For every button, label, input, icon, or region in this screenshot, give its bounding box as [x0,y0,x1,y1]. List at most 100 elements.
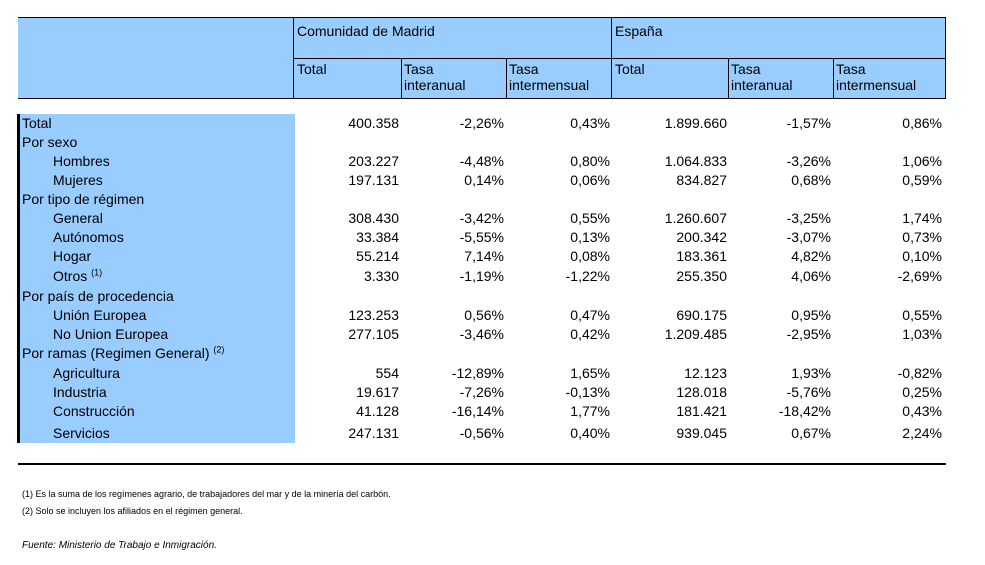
cell-value: 0,55% [902,307,942,323]
cell-value: 0,67% [791,425,831,441]
row-label: Agricultura [53,365,120,381]
table-bottom-rule [18,463,946,465]
cell-value: -18,42% [778,403,831,419]
cell-value: 123.253 [348,307,399,323]
table-row: Por país de procedencia [0,287,985,306]
table-row: Otros (1) 3.330 -1,19% -1,22% 255.350 4,06% -2… [0,267,985,286]
cell-value: 0,08% [570,248,610,264]
cell-value: 0,43% [570,115,610,131]
row-label: Unión Europea [53,307,147,323]
cell-value: -3,26% [786,153,831,169]
cell-value: -0,13% [565,384,610,400]
cell-value: -3,25% [786,210,831,226]
cell-value: -2,69% [897,268,942,284]
footnote-marker: (2) [213,344,225,355]
row-label: Por sexo [22,134,78,150]
cell-value: 197.131 [348,172,399,188]
cell-value: 200.342 [676,229,727,245]
row-label: No Union Europea [53,326,169,342]
cell-value: -5,76% [786,384,831,400]
table-row: Construcción 41.128 -16,14% 1,77% 181.421 -18… [0,402,985,421]
row-label: Total [22,115,52,131]
header-espana: España [615,23,663,39]
row-label: Otros (1) [53,267,103,284]
cell-value: 0,47% [570,307,610,323]
cell-value: 255.350 [676,268,727,284]
cell-value: 0,40% [570,425,610,441]
cell-value: 1,77% [570,403,610,419]
cell-value: 0,13% [570,229,610,245]
cell-value: 1.064.833 [664,153,727,169]
row-label: Mujeres [53,172,103,188]
cell-value: 4,82% [791,248,831,264]
table-row: Hombres 203.227 -4,48% 0,80% 1.064.833 -3,26%… [0,152,985,171]
cell-value: 12.123 [684,365,727,381]
table-row: Por tipo de régimen [0,190,985,209]
cell-value: -5,55% [459,229,504,245]
table-row: Servicios 247.131 -0,56% 0,40% 939.045 0,67% 2… [0,424,985,443]
cell-value: 0,68% [791,172,831,188]
cell-value: -1,19% [459,268,504,284]
cell-value: 181.421 [676,403,727,419]
footnote-2: (2) Solo se incluyen los afiliados en el… [22,506,243,516]
row-label: Por tipo de régimen [22,191,145,207]
row-label: General [53,210,103,226]
cell-value: 277.105 [348,326,399,342]
cell-value: 203.227 [348,153,399,169]
cell-value: 0,25% [902,384,942,400]
cell-value: 690.175 [676,307,727,323]
table-row: No Union Europea 277.105 -3,46% 0,42% 1.209.… [0,325,985,344]
cell-value: 1,06% [902,153,942,169]
row-label: Autónomos [53,229,124,245]
cell-value: 1,65% [570,365,610,381]
label-column-background [18,114,295,443]
cell-value: -3,07% [786,229,831,245]
cell-value: 33.384 [356,229,399,245]
cell-value: -2,26% [459,115,504,131]
table-row: Agricultura 554 -12,89% 1,65% 12.123 1,93% -0,… [0,364,985,383]
cell-value: 0,42% [570,326,610,342]
cell-value: 0,55% [570,210,610,226]
cell-value: -3,46% [459,326,504,342]
cell-value: 1,93% [791,365,831,381]
cell-value: 834.827 [676,172,727,188]
table-row: Por ramas (Regimen General) (2) [0,344,985,363]
cell-value: 55.214 [356,248,399,264]
header-madrid-intermensual: Tasa intermensual [509,61,590,93]
cell-value: 4,06% [791,268,831,284]
cell-value: -0,56% [459,425,504,441]
cell-value: 128.018 [676,384,727,400]
footnote-marker: (1) [91,267,103,278]
cell-value: -1,57% [786,115,831,131]
cell-value: -2,95% [786,326,831,342]
header-espana-total: Total [615,61,645,77]
cell-value: 1.260.607 [664,210,727,226]
row-label: Servicios [53,425,110,441]
cell-value: 7,14% [464,248,504,264]
cell-value: -16,14% [451,403,504,419]
table-row: General 308.430 -3,42% 0,55% 1.260.607 -3,25%… [0,209,985,228]
cell-value: 0,86% [902,115,942,131]
table-row: Por sexo [0,133,985,152]
cell-value: 0,80% [570,153,610,169]
table-row: Unión Europea 123.253 0,56% 0,47% 690.175 0,9… [0,306,985,325]
cell-value: -7,26% [459,384,504,400]
cell-value: 939.045 [676,425,727,441]
cell-value: 400.358 [348,115,399,131]
cell-value: -3,42% [459,210,504,226]
cell-value: 554 [375,365,399,381]
cell-value: 183.361 [676,248,727,264]
cell-value: -1,22% [565,268,610,284]
header-espana-intermensual: Tasa intermensual [836,61,917,93]
cell-value: -0,82% [897,365,942,381]
cell-value: 1.899.660 [664,115,727,131]
table-header: Comunidad de Madrid España Total Tasa in… [18,17,946,99]
cell-value: 19.617 [356,384,399,400]
row-label: Construcción [53,403,135,419]
cell-value: 0,06% [570,172,610,188]
cell-value: 0,95% [791,307,831,323]
cell-value: 0,73% [902,229,942,245]
cell-value: 1,03% [902,326,942,342]
left-border-bar [17,114,20,443]
